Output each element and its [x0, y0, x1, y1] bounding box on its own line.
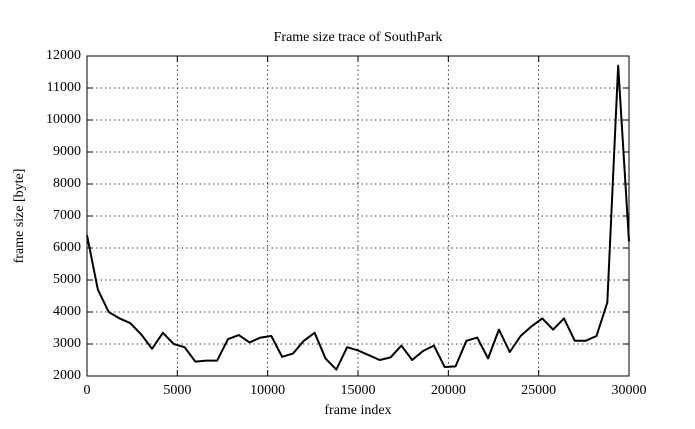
- y-tick-label: 9000: [53, 144, 81, 159]
- x-tick-label: 20000: [431, 383, 466, 398]
- y-tick-label: 5000: [53, 272, 81, 287]
- y-tick-label: 11000: [47, 80, 81, 95]
- x-tick-label: 30000: [612, 383, 647, 398]
- y-tick-label: 8000: [53, 176, 81, 191]
- y-tick-label: 3000: [53, 336, 81, 351]
- y-tick-label: 12000: [46, 48, 81, 63]
- data-line: [86, 64, 630, 371]
- x-tick-label: 25000: [521, 383, 556, 398]
- y-axis-label: frame size [byte]: [12, 169, 27, 264]
- x-tick-label: 5000: [163, 383, 191, 398]
- y-tick-label: 4000: [53, 304, 81, 319]
- plot-frame: [86, 55, 630, 377]
- y-tick-label: 6000: [53, 240, 81, 255]
- x-tick-label: 0: [84, 383, 91, 398]
- y-tick-label: 2000: [53, 368, 81, 383]
- x-tick-label: 10000: [250, 383, 285, 398]
- x-axis-label: frame index: [324, 403, 391, 418]
- x-tick-label: 15000: [341, 383, 376, 398]
- chart-title: Frame size trace of SouthPark: [274, 30, 443, 45]
- y-tick-label: 7000: [53, 208, 81, 223]
- y-tick-label: 10000: [46, 112, 81, 127]
